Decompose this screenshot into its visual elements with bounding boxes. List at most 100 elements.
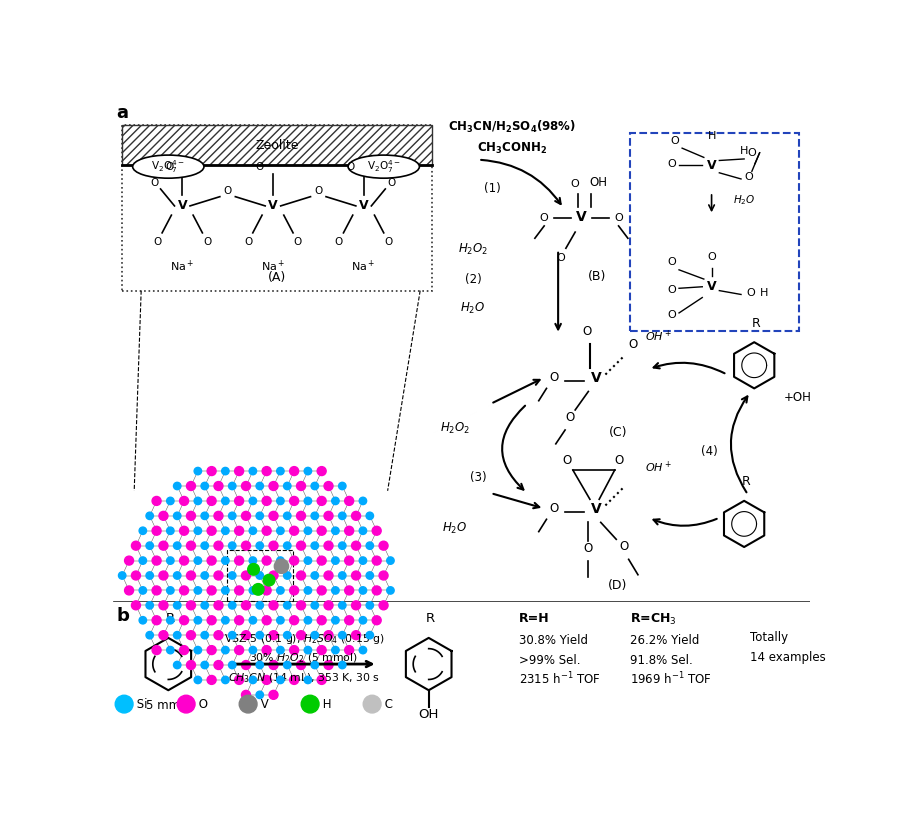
Circle shape [304, 616, 311, 624]
Circle shape [317, 586, 326, 595]
Circle shape [304, 557, 311, 564]
Circle shape [338, 513, 346, 519]
Circle shape [269, 481, 278, 490]
Circle shape [366, 602, 373, 609]
Text: V: V [576, 209, 587, 223]
Text: : C: : C [377, 698, 392, 710]
Circle shape [263, 574, 274, 586]
Circle shape [235, 556, 244, 565]
Bar [122, 125, 432, 165]
Circle shape [290, 586, 299, 595]
Circle shape [174, 513, 181, 519]
Text: O: O [619, 540, 628, 553]
Circle shape [276, 497, 284, 504]
Circle shape [352, 541, 361, 550]
Text: 26.2% Yield: 26.2% Yield [630, 634, 699, 647]
Circle shape [290, 646, 299, 654]
Text: $\mathrm{V_2O_7^{4-}}$: $\mathrm{V_2O_7^{4-}}$ [367, 158, 400, 175]
Circle shape [269, 661, 278, 669]
Bar [227, 550, 292, 601]
Text: a: a [116, 104, 129, 121]
Circle shape [373, 586, 382, 595]
Circle shape [201, 513, 209, 519]
Circle shape [352, 571, 361, 580]
Circle shape [166, 587, 174, 594]
Circle shape [248, 564, 259, 575]
Circle shape [119, 572, 126, 579]
Circle shape [221, 646, 230, 653]
Circle shape [352, 630, 361, 639]
Text: 2315 h$^{-1}$ TOF: 2315 h$^{-1}$ TOF [519, 671, 601, 687]
Text: O: O [223, 185, 231, 195]
Circle shape [229, 572, 236, 579]
Circle shape [186, 661, 195, 669]
Circle shape [146, 513, 153, 519]
Circle shape [359, 616, 366, 624]
Circle shape [152, 586, 161, 595]
Circle shape [262, 466, 271, 475]
Text: O: O [202, 237, 211, 247]
Circle shape [304, 467, 311, 475]
Text: $\mathrm{V_2O_7^{4-}}$: $\mathrm{V_2O_7^{4-}}$ [151, 158, 185, 175]
Circle shape [214, 630, 223, 639]
Circle shape [338, 631, 346, 639]
Circle shape [201, 662, 209, 669]
Circle shape [146, 542, 153, 550]
Circle shape [201, 542, 209, 550]
Circle shape [214, 601, 223, 610]
Circle shape [262, 676, 271, 685]
Circle shape [194, 497, 202, 504]
Text: R: R [166, 611, 175, 625]
Circle shape [311, 572, 319, 579]
Circle shape [229, 602, 236, 609]
Circle shape [174, 662, 181, 669]
Text: (A): (A) [267, 271, 286, 284]
Text: (D): (D) [608, 578, 627, 592]
Circle shape [324, 541, 333, 550]
Circle shape [221, 557, 230, 564]
Circle shape [276, 616, 284, 624]
Circle shape [373, 527, 382, 536]
Text: $H_2O_2$: $H_2O_2$ [458, 242, 488, 257]
Circle shape [174, 482, 181, 489]
Circle shape [207, 527, 216, 536]
Circle shape [284, 631, 291, 639]
Circle shape [332, 497, 339, 504]
Text: O: O [615, 454, 624, 467]
Circle shape [194, 467, 202, 475]
Circle shape [194, 527, 202, 535]
Circle shape [159, 630, 168, 639]
Text: O: O [153, 237, 162, 247]
Text: V: V [268, 199, 278, 213]
Text: O: O [565, 410, 574, 424]
Circle shape [311, 482, 319, 489]
Text: R: R [426, 611, 435, 625]
Circle shape [252, 583, 264, 595]
Circle shape [338, 572, 346, 579]
Circle shape [140, 616, 147, 624]
Circle shape [140, 557, 147, 564]
Circle shape [274, 559, 289, 574]
Circle shape [332, 616, 339, 624]
Text: V: V [177, 199, 187, 213]
Circle shape [207, 676, 216, 685]
Ellipse shape [132, 155, 204, 178]
Circle shape [269, 691, 278, 700]
Text: O: O [165, 162, 173, 172]
Circle shape [379, 541, 388, 550]
Circle shape [241, 691, 250, 700]
Circle shape [180, 496, 189, 505]
Text: O: O [562, 454, 572, 467]
Circle shape [249, 677, 256, 684]
Circle shape [338, 602, 346, 609]
Text: H: H [707, 131, 716, 141]
Text: (1): (1) [484, 182, 500, 194]
Text: 5 mmol: 5 mmol [146, 699, 191, 712]
Circle shape [352, 601, 361, 610]
Circle shape [186, 630, 195, 639]
Circle shape [214, 481, 223, 490]
Circle shape [207, 496, 216, 505]
Circle shape [131, 541, 140, 550]
Circle shape [324, 661, 333, 669]
Circle shape [186, 481, 195, 490]
